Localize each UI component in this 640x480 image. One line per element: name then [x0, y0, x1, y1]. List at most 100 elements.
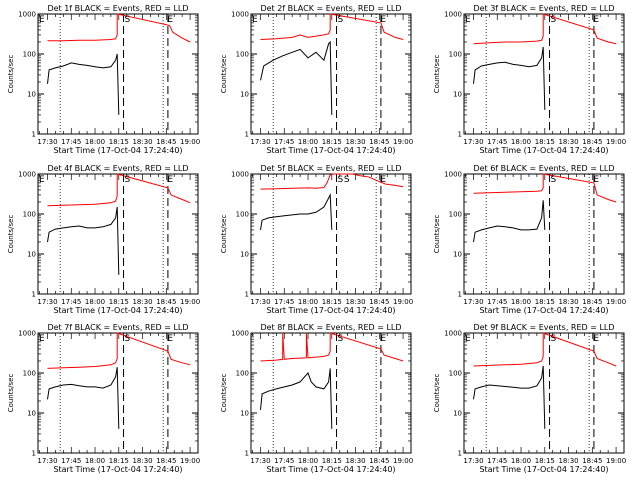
lld-series-line: [47, 332, 191, 369]
x-tick-label: 18:00: [85, 457, 105, 465]
marker-s: S: [125, 334, 131, 344]
x-tick-label: 19:00: [180, 298, 200, 306]
panel-title: Det 1f BLACK = Events, RED = LLD: [47, 4, 188, 13]
panel-6: Det 6f BLACK = Events, RED = LLD Counts/s…: [433, 164, 626, 315]
marker-e: E: [380, 175, 386, 185]
x-tick-label: 18:30: [345, 138, 365, 146]
y-tick-label: 100: [23, 51, 36, 59]
x-tick-label: 17:30: [37, 457, 57, 465]
marker-s: S: [338, 175, 344, 185]
x-tick-label: 18:45: [156, 457, 176, 465]
panel-title: Det 2f BLACK = Events, RED = LLD: [260, 4, 401, 13]
events-series-line: [473, 46, 546, 110]
panel-2: Det 2f BLACK = Events, RED = LLD Counts/s…: [220, 4, 413, 155]
x-tick-label: 17:45: [487, 457, 507, 465]
x-tick-label: 18:00: [511, 457, 531, 465]
x-tick-label: 17:30: [463, 457, 483, 465]
y-axis-label: Counts/sec: [433, 374, 441, 413]
events-series-line: [260, 40, 333, 115]
x-tick-label: 18:15: [109, 457, 129, 465]
x-tick-label: 18:00: [298, 298, 318, 306]
y-tick-label: 10: [240, 410, 249, 418]
marker-e: E: [593, 15, 599, 25]
marker-e: E: [167, 334, 173, 344]
y-tick-label: 1000: [444, 11, 462, 19]
y-tick-label: 10: [27, 251, 36, 259]
x-tick-label: 18:45: [369, 138, 389, 146]
x-tick-label: 18:15: [109, 298, 129, 306]
x-tick-label: 18:00: [511, 138, 531, 146]
marker-s: S: [338, 15, 344, 25]
x-tick-label: 17:45: [61, 298, 81, 306]
x-tick-label: 18:00: [298, 457, 318, 465]
y-tick-label: 1000: [18, 11, 36, 19]
x-tick-label: 17:30: [250, 457, 270, 465]
panel-8: Det 8f BLACK = Events, RED = LLD Counts/s…: [220, 323, 413, 474]
events-series-line: [473, 200, 546, 243]
marker-s: S: [338, 334, 344, 344]
x-tick-label: 18:30: [558, 138, 578, 146]
x-axis-label: Start Time (17-Oct-04 17:24:40): [53, 465, 182, 474]
x-axis-label: Start Time (17-Oct-04 17:24:40): [479, 306, 608, 315]
x-tick-label: 18:15: [322, 298, 342, 306]
x-tick-label: 18:30: [132, 457, 152, 465]
y-axis-label: Counts/sec: [220, 55, 228, 94]
x-tick-label: 19:00: [606, 298, 626, 306]
panel-1: Det 1f BLACK = Events, RED = LLD Counts/s…: [7, 4, 200, 155]
x-tick-label: 17:30: [463, 138, 483, 146]
y-tick-label: 1: [245, 450, 249, 458]
x-tick-label: 17:30: [463, 298, 483, 306]
x-tick-label: 18:00: [85, 138, 105, 146]
marker-e: E: [39, 175, 45, 185]
lld-series-line: [260, 332, 404, 362]
x-tick-label: 18:00: [298, 138, 318, 146]
x-tick-label: 19:00: [180, 457, 200, 465]
marker-s: S: [551, 15, 557, 25]
marker-e: E: [465, 334, 471, 344]
y-tick-label: 10: [453, 251, 462, 259]
x-tick-label: 18:45: [582, 457, 602, 465]
lld-series-line: [473, 173, 617, 203]
panel-title: Det 4f BLACK = Events, RED = LLD: [47, 164, 188, 173]
x-tick-label: 17:45: [487, 138, 507, 146]
x-tick-label: 18:45: [369, 298, 389, 306]
y-tick-label: 100: [236, 51, 249, 59]
marker-e: E: [167, 15, 173, 25]
x-tick-label: 18:45: [156, 298, 176, 306]
panel-title: Det 6f BLACK = Events, RED = LLD: [473, 164, 614, 173]
panel-5: Det 5f BLACK = Events, RED = LLD Counts/s…: [220, 164, 413, 315]
lld-series-line: [473, 13, 617, 45]
events-series-line: [47, 367, 120, 429]
y-tick-label: 1: [458, 131, 462, 139]
marker-e: E: [167, 175, 173, 185]
marker-e: E: [380, 334, 386, 344]
x-tick-label: 18:15: [535, 138, 555, 146]
y-tick-label: 100: [23, 370, 36, 378]
marker-s: S: [125, 15, 131, 25]
y-tick-label: 1: [458, 450, 462, 458]
events-series-line: [473, 365, 546, 429]
x-tick-label: 17:30: [250, 138, 270, 146]
x-axis-label: Start Time (17-Oct-04 17:24:40): [479, 465, 608, 474]
panel-title: Det 7f BLACK = Events, RED = LLD: [47, 323, 188, 332]
y-tick-label: 1000: [231, 171, 249, 179]
panel-4: Det 4f BLACK = Events, RED = LLD Counts/s…: [7, 164, 200, 315]
x-tick-label: 17:45: [274, 457, 294, 465]
y-tick-label: 1: [458, 291, 462, 299]
y-tick-label: 1000: [231, 330, 249, 338]
y-axis-label: Counts/sec: [433, 215, 441, 254]
x-axis-label: Start Time (17-Oct-04 17:24:40): [53, 306, 182, 315]
y-tick-label: 1000: [18, 171, 36, 179]
lld-series-line: [260, 173, 404, 190]
x-tick-label: 17:30: [37, 138, 57, 146]
y-tick-label: 1: [32, 450, 36, 458]
y-tick-label: 100: [449, 51, 462, 59]
marker-e: E: [39, 15, 45, 25]
x-tick-label: 17:30: [250, 298, 270, 306]
marker-e: E: [39, 334, 45, 344]
x-tick-label: 18:30: [345, 298, 365, 306]
marker-e: E: [252, 15, 258, 25]
y-tick-label: 100: [236, 211, 249, 219]
x-tick-label: 19:00: [606, 457, 626, 465]
